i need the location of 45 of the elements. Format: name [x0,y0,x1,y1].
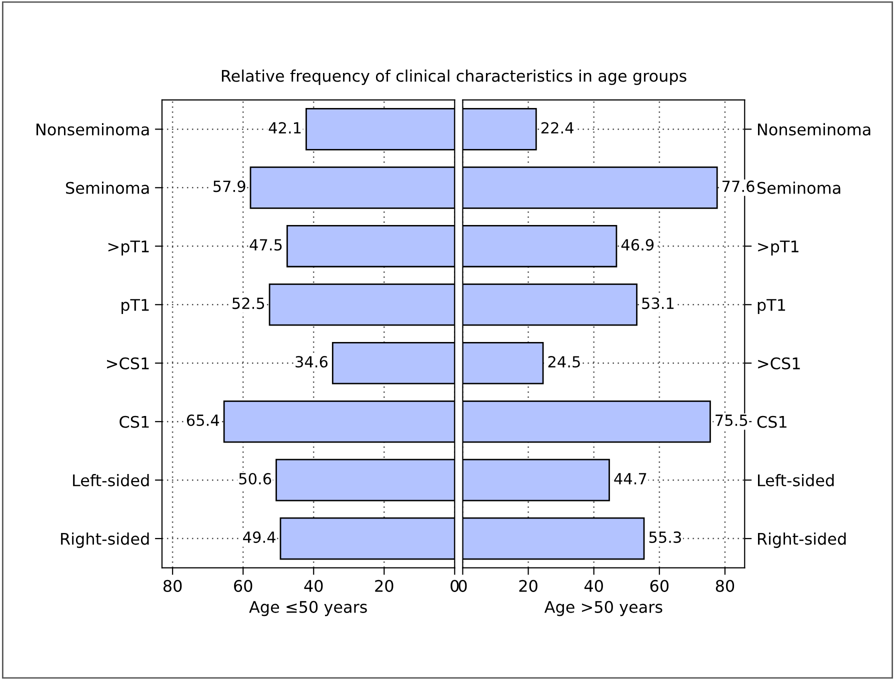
data-label: 24.5 [548,356,580,368]
y-tick-label: Seminoma [758,182,840,194]
data-label: 53.1 [642,298,674,310]
y-tick-label: >CS1 [758,357,800,370]
y-tick-label: >CS1 [107,357,149,370]
data-label: 65.4 [186,414,220,426]
data-label: 52.5 [232,298,264,310]
y-tick-label: Nonseminoma [36,123,149,136]
x-tick-label: 80 [716,580,734,592]
x-tick-label: 20 [519,580,538,592]
data-label: 44.7 [614,473,646,484]
data-label: 55.3 [649,531,681,543]
y-tick-label: >pT1 [108,240,149,256]
y-tick-label: Left-sided [73,474,149,486]
data-label: 47.5 [250,239,282,251]
x-tick-label: 40 [584,580,603,592]
y-tick-label: >pT1 [758,240,798,256]
data-label: 46.9 [621,239,654,251]
x-tick-label: 40 [304,580,323,592]
y-tick-label: Seminoma [66,182,149,194]
x-tick-label: 60 [234,580,252,592]
y-tick-label: pT1 [758,299,786,314]
y-tick-label: CS1 [120,416,149,428]
data-label: 77.6 [722,180,754,192]
x-tick-label: 0 [450,580,459,592]
y-tick-label: Nonseminoma [758,123,870,136]
data-label: 57.9 [213,180,246,192]
data-label: 34.6 [296,356,328,368]
data-label: 50.6 [239,472,272,485]
data-label: 42.1 [268,122,301,134]
data-label: 75.5 [716,414,748,426]
x-tick-label: 0 [458,580,467,592]
data-label: 49.4 [243,531,276,543]
x-tick-label: 60 [650,580,669,592]
x-axis-title: Age ≤50 years [249,600,367,616]
y-tick-label: Right-sided [61,532,149,548]
x-tick-label: 20 [375,580,394,592]
x-axis-title: Age >50 years [544,600,662,616]
y-tick-label: pT1 [122,299,149,314]
y-tick-label: CS1 [757,416,786,428]
chart-title: Relative frequency of clinical characteristics in age groups [222,70,686,85]
x-tick-label: 80 [163,580,182,592]
data-label: 22.4 [541,122,574,134]
y-tick-label: Right-sided [758,532,846,548]
y-tick-label: Left-sided [758,474,834,486]
